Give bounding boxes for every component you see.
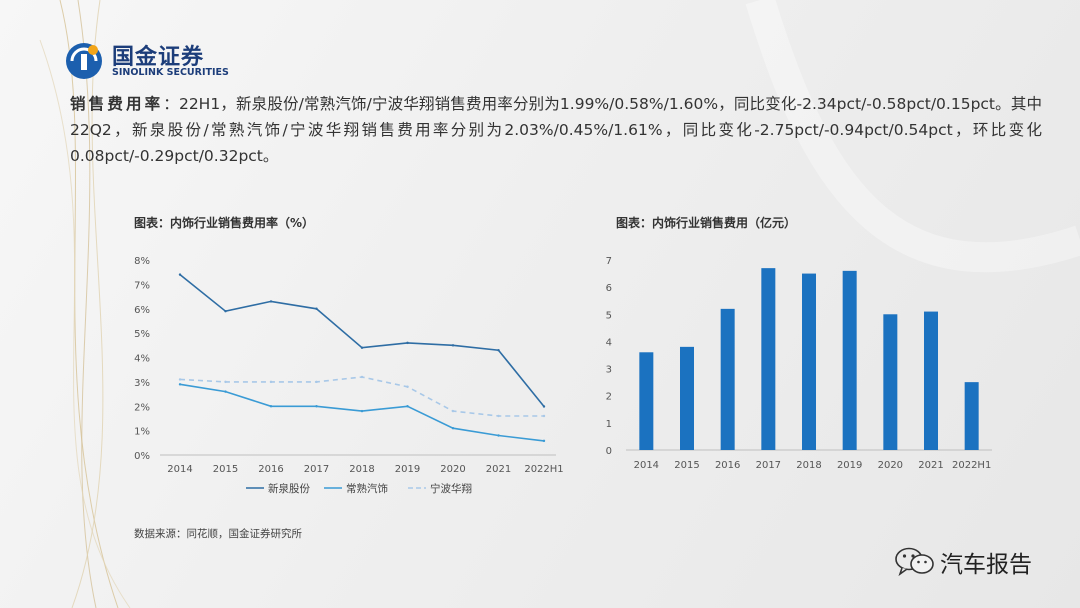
data-point xyxy=(451,426,455,430)
data-point xyxy=(224,390,227,393)
summary-text: ：22H1，新泉股份/常熟汽饰/宁波华翔销售费用率分别为1.99%/0.58%/… xyxy=(70,95,1042,165)
line-chart-title: 图表：内饰行业销售费用率（%） xyxy=(134,216,315,230)
y-tick-label: 6 xyxy=(606,283,612,294)
y-tick-label: 7 xyxy=(606,256,612,267)
data-point xyxy=(406,405,409,408)
legend-label: 宁波华翔 xyxy=(430,482,472,495)
x-tick-label: 2019 xyxy=(837,460,862,471)
x-tick-label: 2022H1 xyxy=(524,464,563,475)
data-point xyxy=(315,380,318,384)
data-point xyxy=(406,385,409,388)
bar-chart: 0 1 2 3 4 5 6 7 2014 2015 2016 2017 2018 2019 2020 2021… xyxy=(606,256,992,471)
x-tick-label: 2017 xyxy=(304,464,329,475)
data-point xyxy=(497,414,500,418)
legend-label: 常熟汽饰 xyxy=(346,482,388,495)
data-point xyxy=(178,378,182,381)
y-tick-label: 3 xyxy=(606,365,612,376)
data-point xyxy=(360,346,364,349)
data-point xyxy=(224,380,227,384)
summary-paragraph: 销售费用率：22H1，新泉股份/常熟汽饰/宁波华翔销售费用率分别为1.99%/0… xyxy=(70,91,1042,169)
x-tick-label: 2017 xyxy=(756,460,781,471)
bar xyxy=(720,308,735,450)
y-tick-label: 8% xyxy=(134,256,150,267)
bar xyxy=(842,270,857,450)
brand-name-cn: 国金证券 xyxy=(112,45,205,70)
data-point xyxy=(269,405,273,408)
company-logo: 国金证券 SINOLINK SECURITIES xyxy=(64,40,264,80)
bar xyxy=(680,346,694,450)
x-tick-label: 2022H1 xyxy=(952,460,991,471)
x-tick-label: 2014 xyxy=(634,460,659,471)
x-tick-label: 2018 xyxy=(796,460,821,471)
y-tick-label: 0 xyxy=(606,446,612,457)
x-tick-label: 2019 xyxy=(395,464,420,475)
data-point xyxy=(178,273,182,276)
bar xyxy=(802,273,816,450)
x-tick-label: 2016 xyxy=(715,460,740,471)
legend-label: 新泉股份 xyxy=(268,482,310,495)
x-tick-label: 2018 xyxy=(349,464,374,475)
y-tick-label: 1 xyxy=(606,419,612,430)
y-tick-label: 2 xyxy=(606,392,612,403)
data-point xyxy=(360,375,364,379)
bar xyxy=(761,268,776,450)
line-chart: 0% 1% 2% 3% 4% 5% 6% 7% 8% 2014 2015 2016 2017 2018 20… xyxy=(134,256,564,495)
data-point xyxy=(451,409,455,413)
bar xyxy=(639,352,654,450)
bar xyxy=(883,314,898,450)
data-point xyxy=(315,405,318,408)
x-tick-label: 2015 xyxy=(674,460,699,471)
y-tick-label: 7% xyxy=(134,280,150,291)
data-point xyxy=(542,439,546,443)
data-point xyxy=(451,344,455,347)
data-point xyxy=(224,309,227,313)
x-tick-label: 2021 xyxy=(486,464,511,475)
data-point xyxy=(542,414,546,418)
y-tick-label: 3% xyxy=(134,378,150,389)
data-point xyxy=(406,341,409,345)
x-tick-label: 2015 xyxy=(213,464,238,475)
x-tick-label: 2021 xyxy=(918,460,943,471)
sinolink-logo-icon xyxy=(66,43,102,79)
data-point xyxy=(315,307,318,310)
brand-name-en: SINOLINK SECURITIES xyxy=(112,67,229,78)
y-tick-label: 4% xyxy=(134,354,150,365)
y-tick-label: 5 xyxy=(606,310,612,321)
summary-lead: 销售费用率 xyxy=(70,95,164,113)
wechat-account-name: 汽车报告 xyxy=(940,552,1032,578)
y-tick-label: 2% xyxy=(134,402,150,413)
bar-chart-title: 图表：内饰行业销售费用（亿元） xyxy=(616,216,797,230)
x-tick-label: 2020 xyxy=(440,464,465,475)
bar xyxy=(924,311,938,450)
data-point xyxy=(497,434,500,437)
data-point xyxy=(178,383,182,386)
x-tick-label: 2014 xyxy=(167,464,192,475)
data-point xyxy=(542,405,546,408)
x-tick-label: 2016 xyxy=(258,464,283,475)
y-tick-label: 4 xyxy=(606,337,612,348)
series-line-1 xyxy=(179,273,545,408)
data-point xyxy=(269,380,273,384)
x-tick-label: 2020 xyxy=(878,460,903,471)
y-tick-label: 1% xyxy=(134,427,150,438)
y-tick-label: 6% xyxy=(134,305,150,316)
wechat-icon xyxy=(895,547,934,576)
data-point xyxy=(360,409,364,413)
wechat-watermark: 汽车报告 xyxy=(880,544,1050,578)
data-point xyxy=(269,300,273,303)
y-tick-label: 5% xyxy=(134,329,150,340)
bar xyxy=(964,382,979,450)
data-point xyxy=(497,348,500,352)
series-line-2 xyxy=(179,383,545,442)
y-tick-label: 0% xyxy=(134,451,150,462)
data-source-note: 数据来源：同花顺，国金证券研究所 xyxy=(134,528,302,540)
